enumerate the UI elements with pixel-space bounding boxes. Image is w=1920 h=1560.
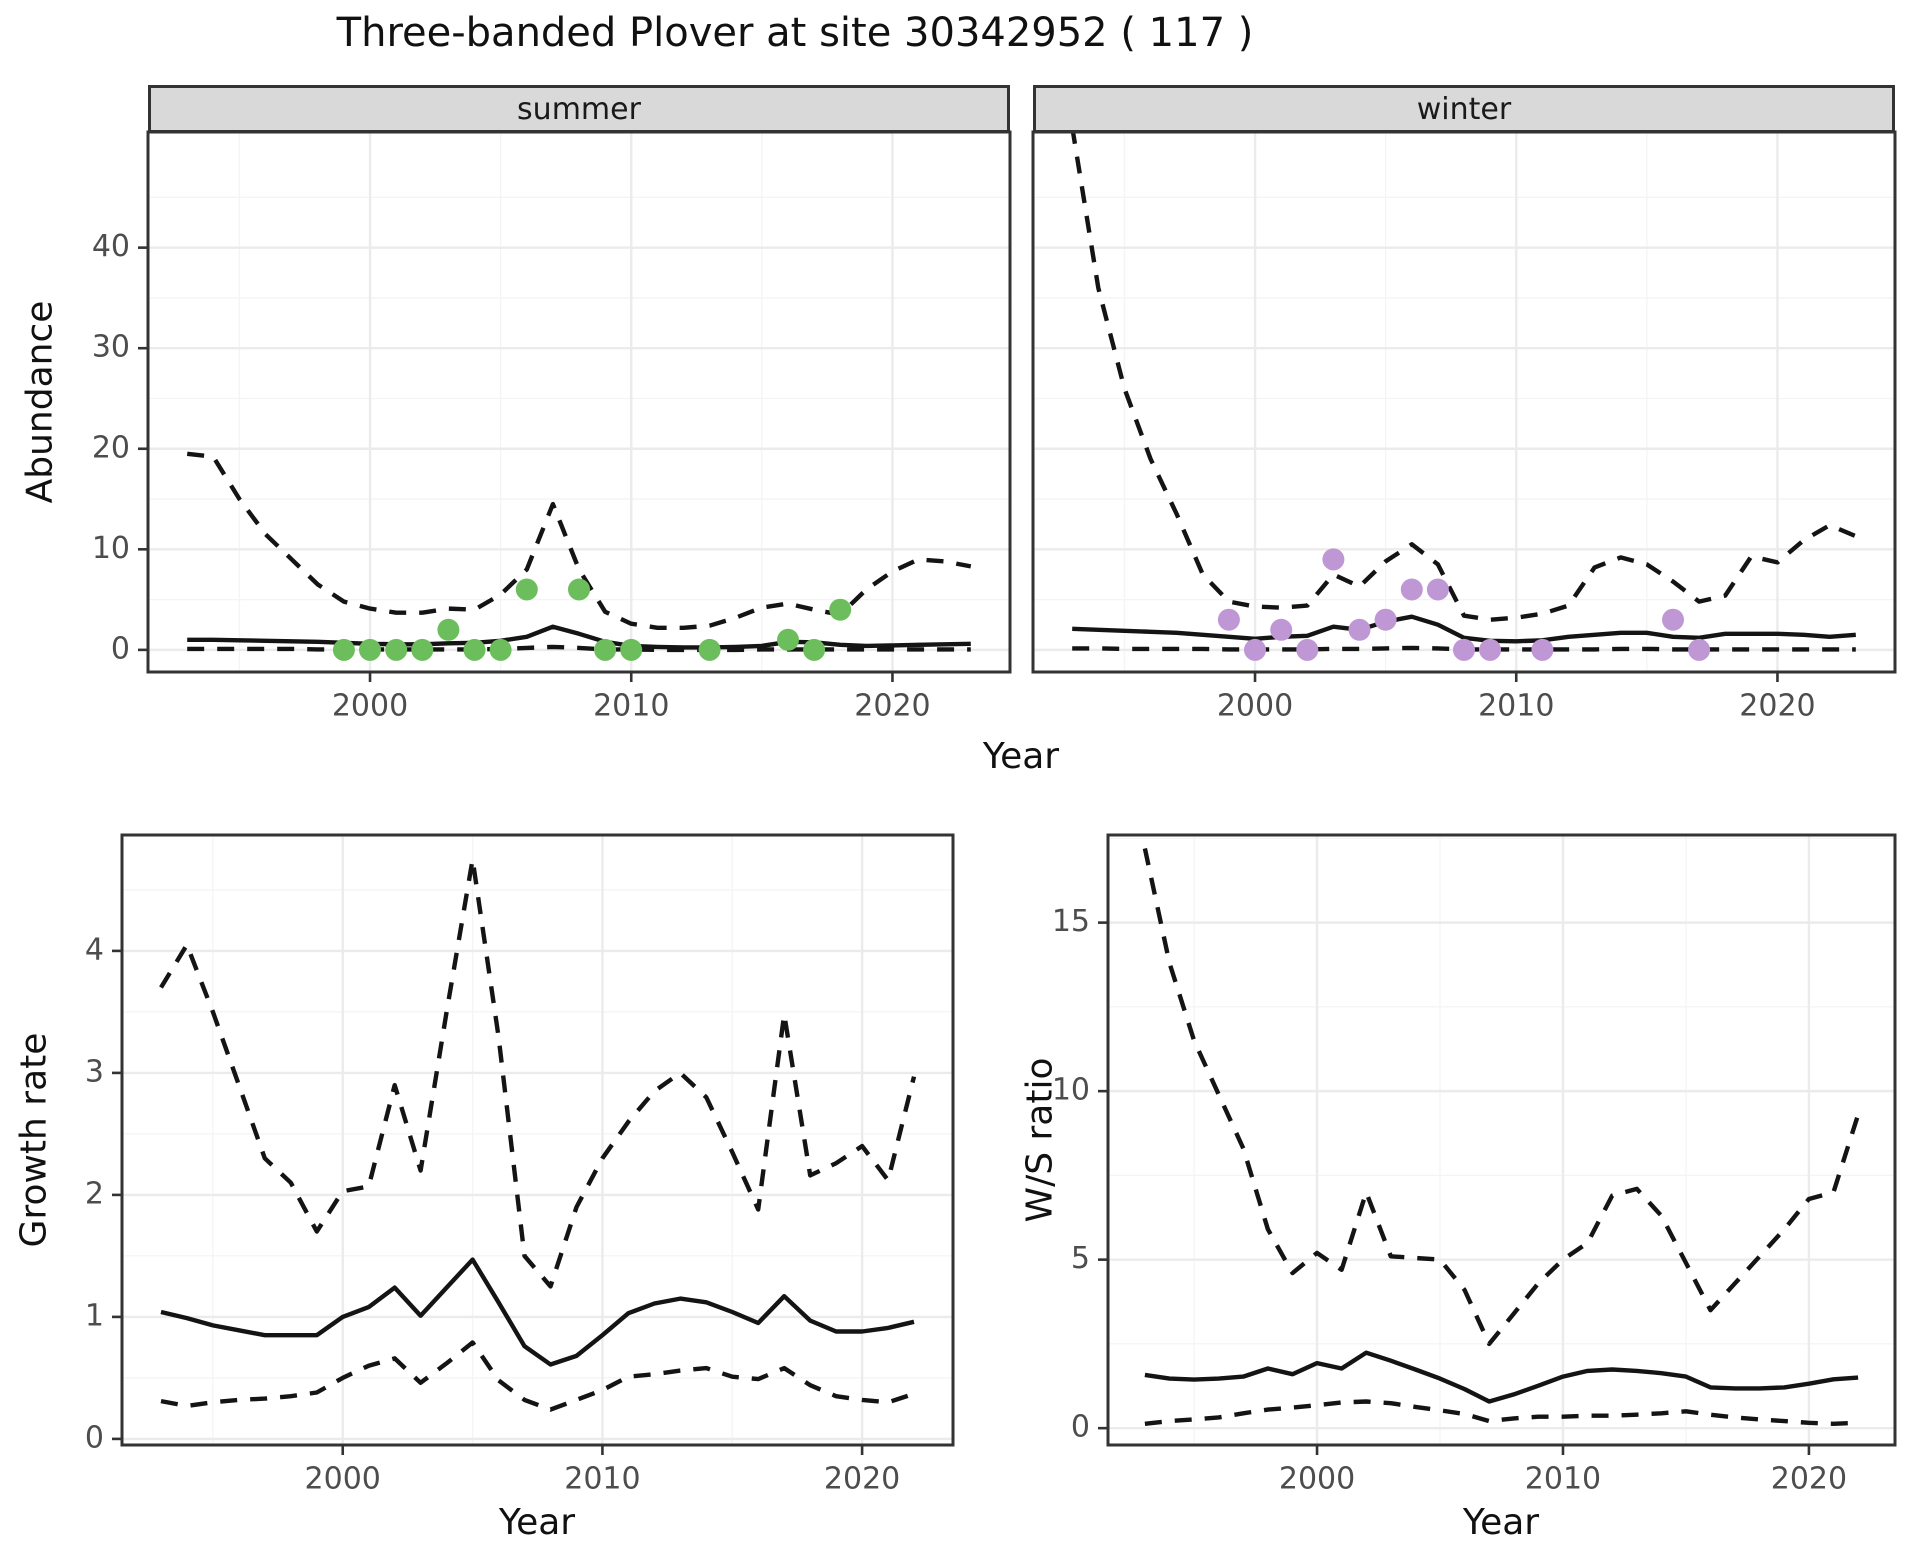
abundance-summer-series <box>186 451 972 653</box>
abundance-winter-x-tick-label: 2020 <box>1739 689 1815 724</box>
abundance-winter-observed-count-point <box>1531 638 1554 661</box>
x-axis-title-ws: Year <box>1462 1502 1540 1543</box>
abundance-summer-observed-count-point <box>594 638 617 661</box>
abundance-summer-observed-count-point <box>515 578 538 601</box>
abundance-summer-y-tick-label: 40 <box>92 229 130 264</box>
panel-abundance-summer: 2000 2010 2020 0 10 20 30 40 <box>92 130 1012 724</box>
abundance-summer-upper-ci-line <box>186 451 972 630</box>
growth-rate-series <box>159 857 917 1412</box>
ws-ratio-median-line <box>1144 1350 1859 1404</box>
growth-rate-panel-border <box>120 833 955 1447</box>
growth-rate-gridlines <box>122 835 953 1445</box>
abundance-summer-lower-ci-line <box>187 644 971 653</box>
abundance-winter-observed-count-point <box>1322 548 1345 571</box>
abundance-summer-panel-border <box>146 130 1012 674</box>
facet-strip-summer: summer <box>148 85 1010 133</box>
abundance-summer-observed-count-point <box>411 638 434 661</box>
plot-title: Three-banded Plover at site 30342952 ( 1… <box>336 10 1254 56</box>
abundance-summer-y-tick-label: 10 <box>92 531 130 566</box>
abundance-summer-observed-count-point <box>620 638 643 661</box>
growth-rate-axis-ticks: 2000 2010 2020 0 1 2 3 4 <box>85 932 900 1496</box>
ws-ratio-x-tick-label: 2010 <box>1525 1462 1601 1497</box>
ws-ratio-y-tick-label: 10 <box>1052 1073 1090 1108</box>
abundance-summer-x-tick-label: 2010 <box>593 689 669 724</box>
facet-strip-summer-label: summer <box>517 91 641 127</box>
abundance-winter-observed-count-point <box>1400 578 1423 601</box>
abundance-winter-gridlines <box>1033 132 1895 672</box>
abundance-winter-x-tick-label: 2000 <box>1217 689 1293 724</box>
abundance-summer-median-line <box>187 624 971 650</box>
abundance-winter-observed-count-point <box>1662 608 1684 631</box>
abundance-winter-observed-count-point <box>1688 638 1711 661</box>
abundance-summer-observed-count-point <box>803 638 826 661</box>
abundance-summer-observed-count-point <box>437 618 460 641</box>
abundance-winter-observed-count-point <box>1244 638 1266 661</box>
growth-rate-x-tick-label: 2020 <box>824 1462 900 1497</box>
abundance-summer-axis-ticks: 2000 2010 2020 0 10 20 30 40 <box>92 229 931 723</box>
growth-rate-y-tick-label: 1 <box>85 1298 104 1333</box>
growth-rate-lower-ci-line <box>160 1340 915 1412</box>
panel-ws-ratio: 2000 2010 2020 0 5 10 15 <box>1052 833 1897 1497</box>
ws-ratio-panel-border <box>1106 833 1897 1447</box>
abundance-summer-y-tick-label: 0 <box>111 631 130 666</box>
abundance-winter-axis-ticks: 2000 2010 2020 <box>1217 672 1816 724</box>
ws-ratio-gridlines <box>1108 835 1895 1445</box>
y-axis-title-growth-rate: Growth rate <box>13 1032 55 1248</box>
ws-ratio-x-tick-label: 2000 <box>1279 1462 1355 1497</box>
abundance-summer-observed-count-point <box>489 638 512 661</box>
abundance-summer-observed-count-point <box>777 628 799 651</box>
abundance-summer-observed-count-point <box>568 578 590 601</box>
growth-rate-x-tick-label: 2000 <box>305 1462 381 1497</box>
abundance-summer-observed-count-point <box>698 638 721 661</box>
ws-ratio-y-tick-label: 5 <box>1071 1241 1090 1276</box>
abundance-winter-observed-count-point <box>1453 638 1475 661</box>
abundance-summer-y-tick-label: 30 <box>92 330 130 365</box>
abundance-winter-observed-count-point <box>1426 578 1449 601</box>
abundance-summer-observed-count-point <box>359 638 381 661</box>
growth-rate-y-tick-label: 3 <box>85 1054 104 1089</box>
abundance-winter-observed-count-point <box>1374 608 1397 631</box>
abundance-summer-observed-points <box>332 578 852 661</box>
growth-rate-median-line <box>160 1257 915 1367</box>
facet-strip-winter: winter <box>1033 85 1895 133</box>
growth-rate-y-tick-label: 2 <box>85 1176 104 1211</box>
ws-ratio-x-tick-label: 2020 <box>1771 1462 1847 1497</box>
ws-ratio-y-tick-label: 15 <box>1052 904 1090 939</box>
x-axis-title-top: Year <box>982 736 1060 777</box>
abundance-summer-x-tick-label: 2000 <box>332 689 408 724</box>
abundance-summer-observed-count-point <box>385 638 408 661</box>
growth-rate-y-tick-label: 4 <box>85 932 104 967</box>
abundance-summer-observed-count-point <box>332 638 355 661</box>
growth-rate-upper-ci-line <box>159 857 917 1289</box>
ws-ratio-series <box>1142 848 1861 1426</box>
growth-rate-y-tick-label: 0 <box>85 1420 104 1455</box>
x-axis-title-growth: Year <box>498 1502 576 1543</box>
panel-abundance-winter: 2000 2010 2020 <box>1031 130 1897 724</box>
y-axis-title-abundance: Abundance <box>19 300 61 504</box>
abundance-winter-observed-count-point <box>1217 608 1240 631</box>
abundance-winter-x-tick-label: 2010 <box>1478 689 1554 724</box>
ws-ratio-lower-ci-line <box>1144 1399 1859 1426</box>
growth-rate-x-tick-label: 2010 <box>564 1462 640 1497</box>
abundance-summer-observed-count-point <box>829 598 852 621</box>
abundance-summer-x-tick-label: 2020 <box>854 689 930 724</box>
abundance-winter-observed-count-point <box>1270 618 1293 641</box>
abundance-winter-observed-points <box>1217 548 1711 661</box>
abundance-winter-observed-count-point <box>1348 618 1371 641</box>
abundance-winter-observed-count-point <box>1296 638 1319 661</box>
y-axis-title-ws-ratio: W/S ratio <box>1019 1057 1061 1223</box>
ws-ratio-y-tick-label: 0 <box>1071 1410 1090 1445</box>
abundance-winter-panel-border <box>1031 130 1897 674</box>
ws-ratio-axis-ticks: 2000 2010 2020 0 5 10 15 <box>1052 904 1847 1496</box>
abundance-winter-series <box>1070 132 1857 652</box>
abundance-summer-y-tick-label: 20 <box>92 430 130 465</box>
abundance-summer-observed-count-point <box>463 638 486 661</box>
facet-strip-winter-label: winter <box>1416 91 1512 127</box>
panel-growth-rate: 2000 2010 2020 0 1 2 3 4 <box>85 833 955 1497</box>
abundance-winter-median-line <box>1072 614 1856 644</box>
abundance-winter-observed-count-point <box>1479 638 1502 661</box>
abundance-winter-upper-ci-line <box>1070 132 1857 622</box>
